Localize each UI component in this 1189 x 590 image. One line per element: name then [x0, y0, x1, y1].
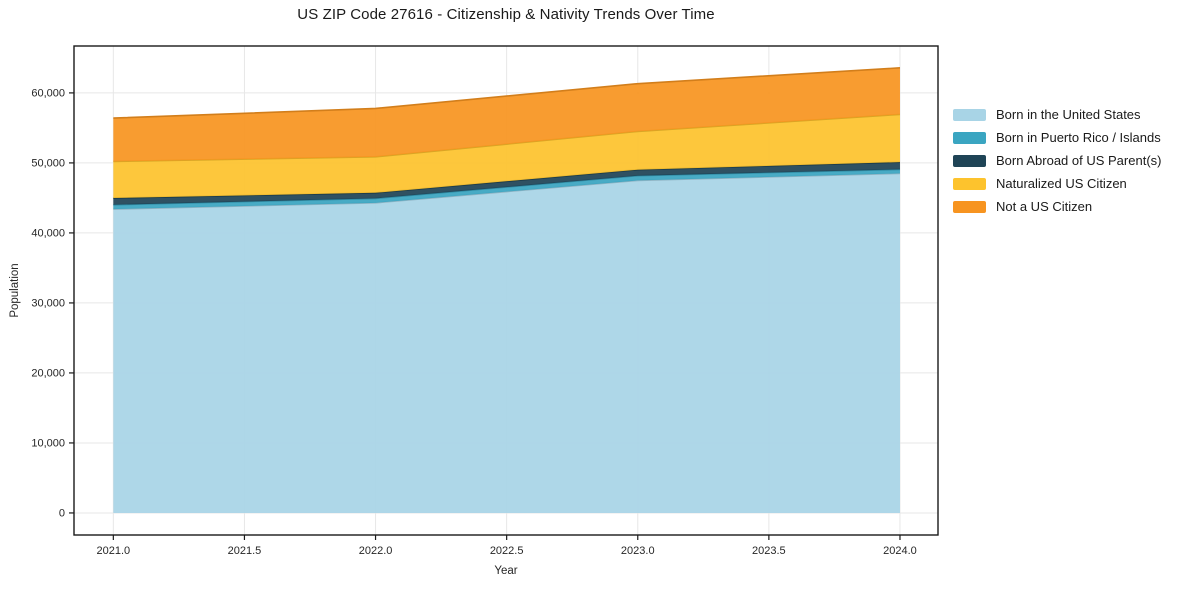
- legend-swatch: [953, 200, 986, 213]
- plot-border: [73, 45, 939, 536]
- legend-item: Born Abroad of US Parent(s): [953, 149, 1161, 172]
- legend-label: Born Abroad of US Parent(s): [996, 153, 1162, 168]
- legend-label: Naturalized US Citizen: [996, 176, 1127, 191]
- y-axis-label: Population: [9, 263, 21, 317]
- x-tick-label: 2024.0: [883, 545, 917, 557]
- legend-item: Born in the United States: [953, 103, 1161, 126]
- legend-item: Not a US Citizen: [953, 195, 1161, 218]
- x-tick-label: 2023.0: [621, 545, 655, 557]
- legend-swatch: [953, 177, 986, 190]
- area-edge: [113, 172, 901, 210]
- x-tick-label: 2021.5: [228, 545, 262, 557]
- y-tick-label: 20,000: [31, 368, 65, 380]
- chart-title: US ZIP Code 27616 - Citizenship & Nativi…: [297, 6, 715, 23]
- legend-swatch: [953, 131, 986, 144]
- legend-item: Born in Puerto Rico / Islands: [953, 126, 1161, 149]
- legend-label: Born in Puerto Rico / Islands: [996, 130, 1161, 145]
- x-axis-label: Year: [494, 565, 517, 577]
- legend-label: Not a US Citizen: [996, 199, 1093, 214]
- area-born-in-puerto-rico-islands: [113, 169, 900, 210]
- x-tick-label: 2022.5: [490, 545, 524, 557]
- y-tick-label: 50,000: [31, 158, 65, 170]
- legend-swatch: [953, 108, 986, 121]
- legend-item: Naturalized US Citizen: [953, 172, 1161, 195]
- x-tick-label: 2022.0: [359, 545, 393, 557]
- y-tick-label: 40,000: [31, 228, 65, 240]
- area-edge: [113, 67, 901, 119]
- area-not-a-us-citizen: [113, 67, 900, 162]
- legend: Born in the United States Born in Puerto …: [953, 103, 1161, 218]
- x-tick-label: 2023.5: [752, 545, 786, 557]
- area-naturalized-us-citizen: [113, 114, 900, 199]
- y-tick-label: 60,000: [31, 88, 65, 100]
- area-born-in-the-united-states: [113, 173, 900, 513]
- legend-swatch: [953, 154, 986, 167]
- x-tick-label: 2021.0: [97, 545, 131, 557]
- y-tick-label: 0: [59, 508, 65, 520]
- y-tick-label: 30,000: [31, 298, 65, 310]
- y-tick-label: 10,000: [31, 438, 65, 450]
- legend-label: Born in the United States: [996, 107, 1141, 122]
